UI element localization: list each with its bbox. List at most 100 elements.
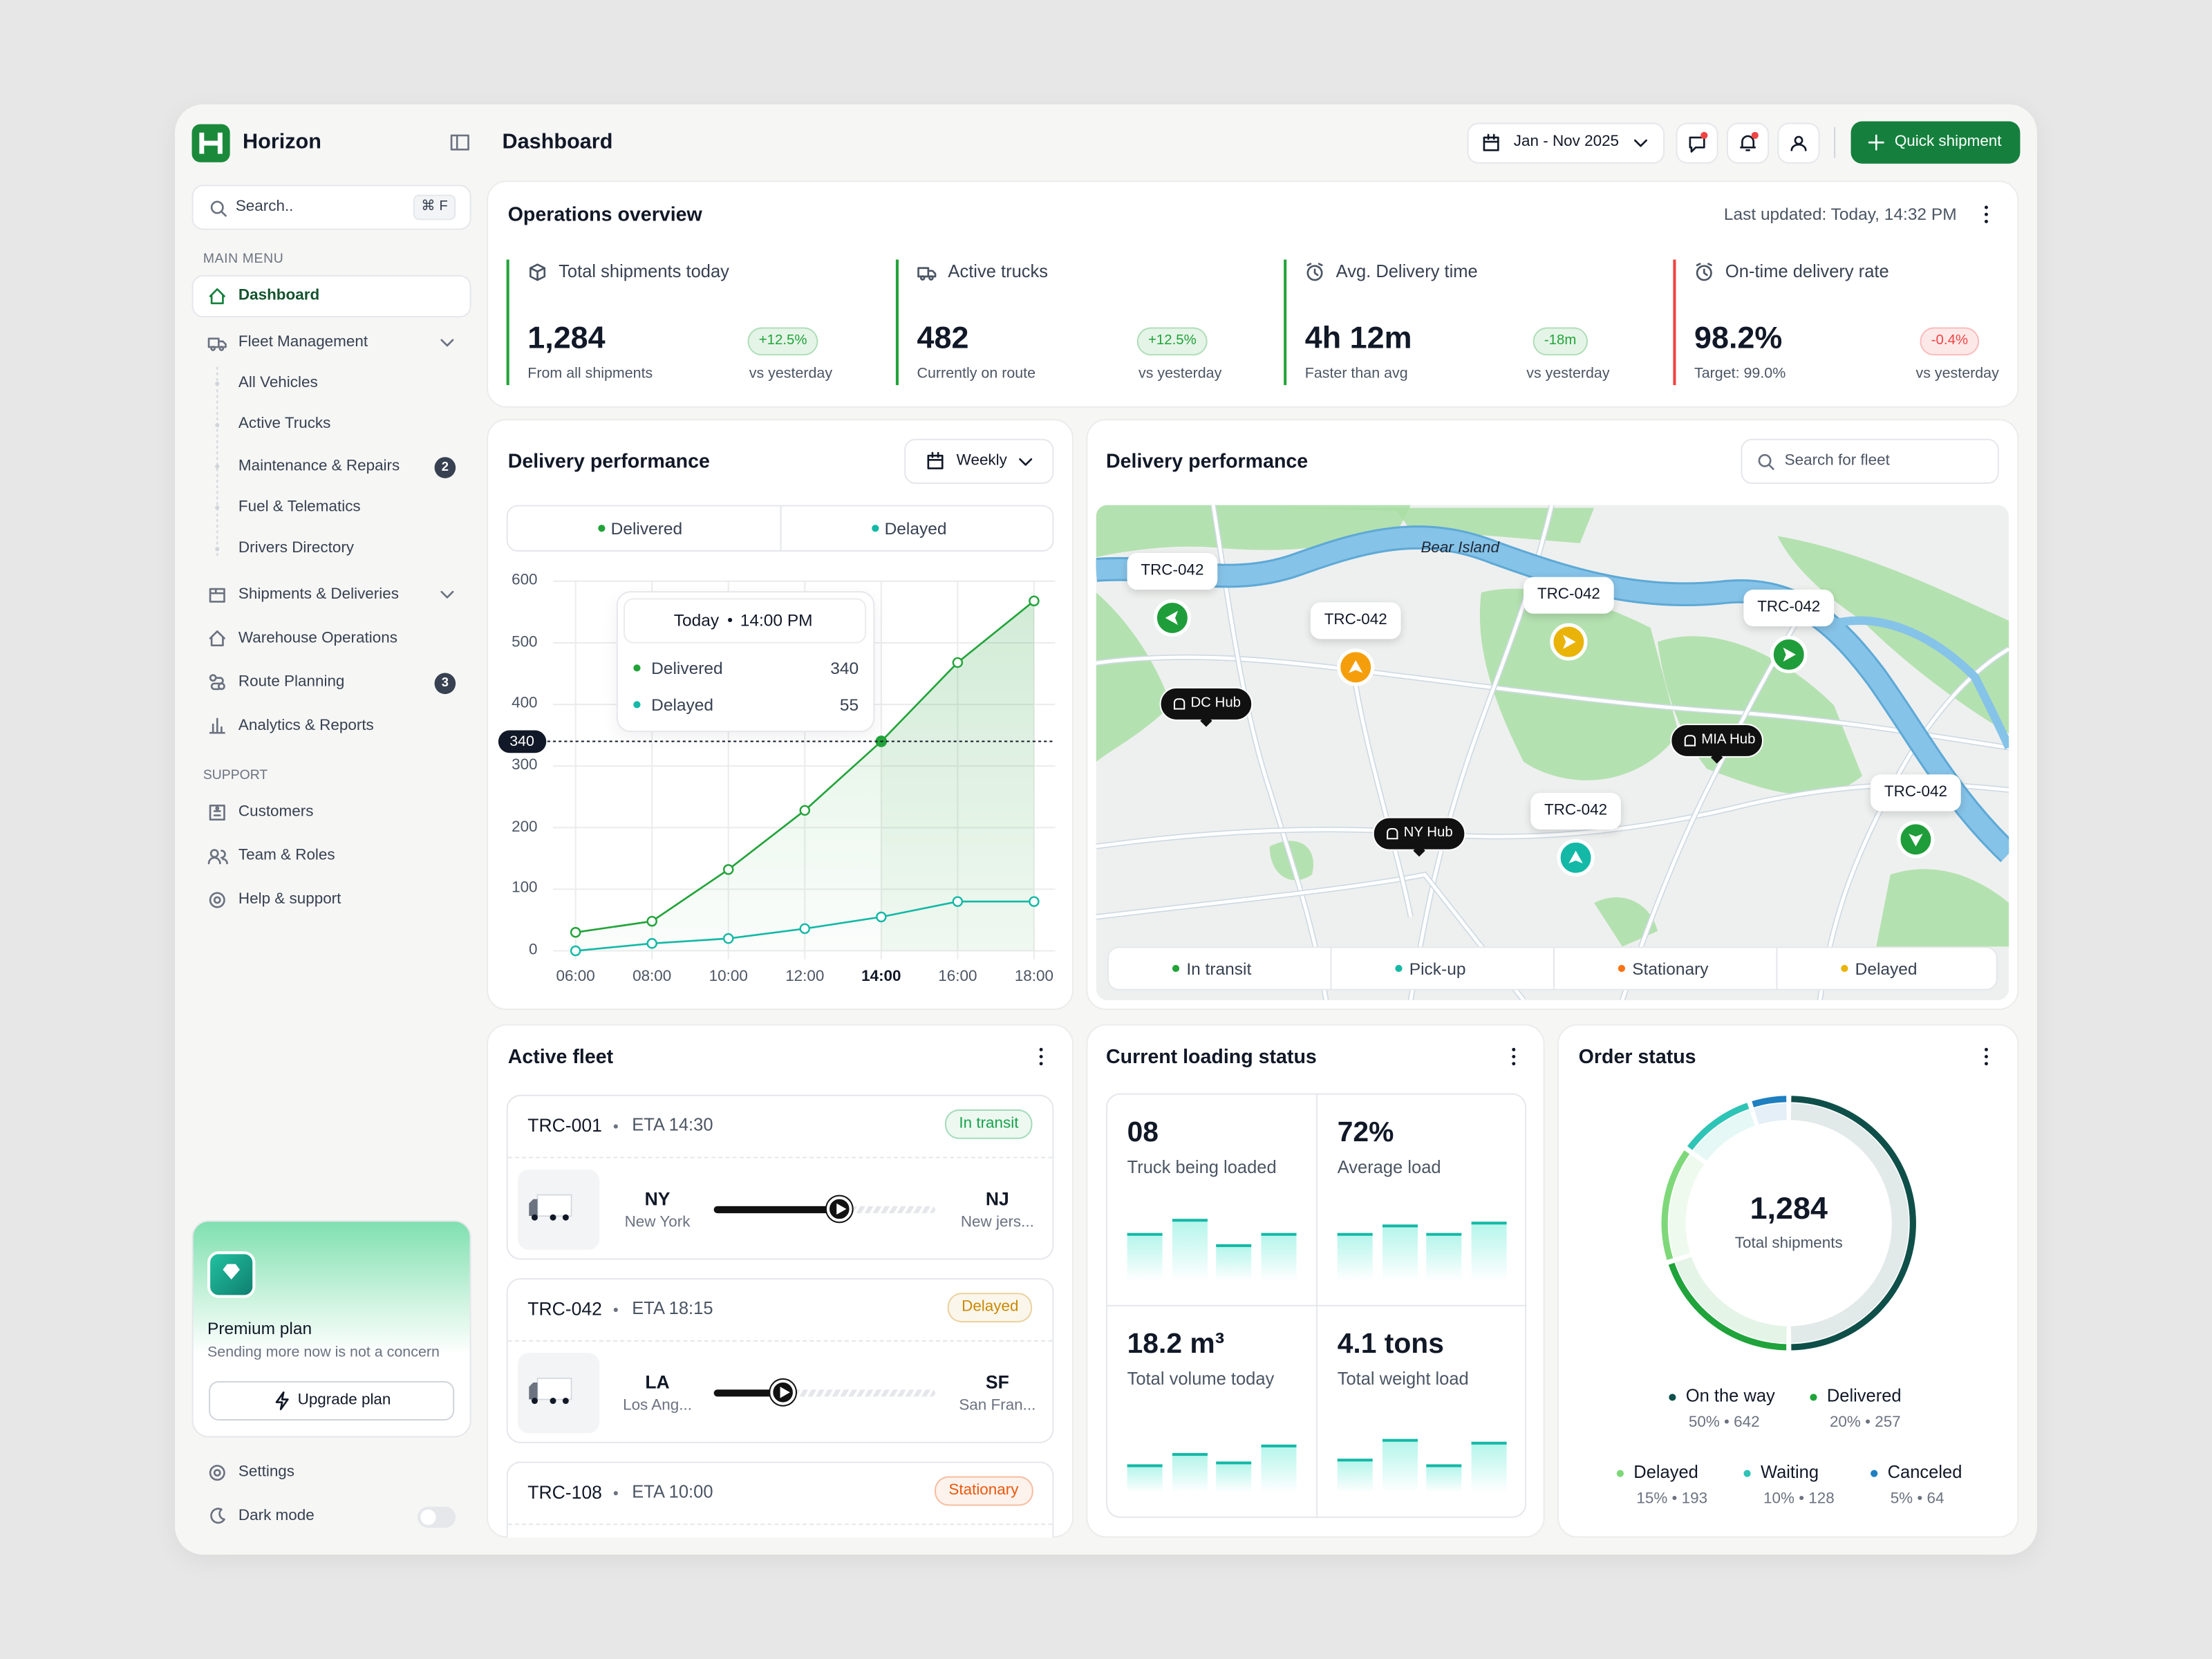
legend-label: Delayed [1633, 1462, 1698, 1482]
icon-button[interactable] [1726, 122, 1770, 164]
mini-bar [1127, 1464, 1163, 1493]
truck-label[interactable]: TRC-042 [1141, 562, 1204, 579]
date-picker[interactable] [1467, 122, 1665, 164]
kpi-label: Avg. Delivery time [1335, 261, 1478, 282]
x-tick-label: 10:00 [709, 968, 748, 986]
destination-code: NJ [985, 1188, 1009, 1210]
metric-value: 08 [1127, 1117, 1159, 1149]
x-tick-label: 16:00 [938, 968, 977, 986]
legend-label[interactable]: Delayed [884, 518, 947, 538]
legend-value: 20% • 257 [1829, 1414, 1901, 1432]
tooltip-time: 14:00 PM [740, 610, 813, 630]
legend-label: Stationary [1632, 958, 1709, 978]
submenu-item[interactable]: Maintenance & Repairs [238, 457, 400, 474]
vehicle-status: Delayed [947, 1293, 1033, 1323]
mini-bar [1426, 1464, 1462, 1493]
icon-button[interactable] [1676, 122, 1718, 164]
menu-item[interactable]: Customers [238, 803, 314, 821]
hub-label[interactable]: NY Hub [1403, 825, 1453, 841]
truck-thumb [517, 1169, 600, 1250]
truck-label[interactable]: TRC-042 [1544, 802, 1608, 819]
upgrade-button[interactable] [209, 1380, 455, 1421]
menu-item-active[interactable] [191, 274, 471, 318]
legend-divider [1553, 946, 1555, 991]
hub-label[interactable]: DC Hub [1190, 695, 1241, 711]
destination-code: SF [985, 1371, 1009, 1393]
fleet-search[interactable] [1741, 438, 1999, 484]
panel [1086, 1024, 1545, 1538]
menu-item[interactable]: Help & support [238, 890, 341, 908]
legend-label[interactable]: Delivered [610, 518, 683, 538]
mini-bar [1171, 1453, 1207, 1493]
settings[interactable]: Settings [238, 1463, 295, 1481]
menu-item[interactable]: Dashboard [238, 287, 320, 304]
tooltip-day: Today [673, 610, 720, 630]
origin-code: LA [645, 1371, 670, 1393]
kpi-accent [1673, 259, 1676, 386]
mini-bar [1216, 1244, 1252, 1282]
origin-code: NY [644, 1188, 671, 1210]
kpi-label: Active trucks [948, 261, 1049, 282]
kpi-delta-note: vs yesterday [749, 364, 833, 382]
panel-title: Delivery performance [507, 449, 710, 472]
legend-dot [872, 525, 879, 532]
brand-name: Horizon [243, 129, 321, 154]
panel [1557, 1024, 2019, 1538]
submenu-item[interactable]: Active Trucks [238, 415, 331, 433]
donut-total: 1,284 [1750, 1190, 1828, 1226]
legend-label: Pick-up [1409, 958, 1466, 978]
kpi-note: Target: 99.0% [1694, 364, 1786, 382]
kpi-value: 482 [917, 319, 969, 355]
x-tick-label: 12:00 [785, 968, 825, 986]
panel [487, 180, 2019, 408]
period[interactable]: Weekly [956, 451, 1007, 469]
truck-label[interactable]: TRC-042 [1324, 611, 1387, 628]
menu-item[interactable]: Analytics & Reports [238, 716, 374, 734]
menu-badge-count: 2 [441, 458, 449, 474]
submenu-item[interactable]: Drivers Directory [238, 539, 355, 557]
kpi-note: Faster than avg [1304, 364, 1408, 382]
tooltip-series: Delayed [651, 694, 714, 715]
legend-value: 50% • 642 [1688, 1414, 1760, 1432]
legend-label: Delayed [1855, 958, 1918, 978]
fleet-card[interactable] [506, 1461, 1054, 1538]
icon-button[interactable] [1777, 122, 1820, 164]
legend-dot [1615, 1469, 1623, 1477]
truck-label[interactable]: TRC-042 [1884, 783, 1947, 800]
menu-item[interactable]: Fleet Management [238, 333, 368, 350]
panel-title: Current loading status [1106, 1044, 1317, 1068]
quick-label[interactable]: Quick shipment [1894, 133, 2002, 151]
track-remaining [713, 1389, 936, 1396]
kpi-accent [1284, 259, 1287, 386]
menu-badge-count: 3 [441, 674, 449, 689]
menu-badge [434, 672, 456, 694]
truck-label[interactable]: TRC-042 [1757, 599, 1821, 616]
submenu-item[interactable]: Fuel & Telematics [238, 498, 361, 516]
panel-title: Operations overview [507, 203, 702, 225]
legend-divider [1330, 946, 1332, 991]
mini-bar [1171, 1219, 1207, 1282]
crosshair-label: 340 [498, 729, 546, 753]
panel-title: Order status [1578, 1044, 1696, 1068]
menu-item[interactable]: Shipments & Deliveries [238, 585, 399, 603]
menu-item[interactable]: Route Planning [238, 673, 345, 690]
vehicle-id: TRC-001 [527, 1114, 602, 1136]
submenu-item[interactable]: All Vehicles [238, 374, 318, 392]
mini-bar [1260, 1444, 1296, 1493]
menu-item[interactable]: Team & Roles [238, 847, 335, 864]
upgrade-label[interactable]: Upgrade plan [297, 1391, 391, 1409]
legend-value: 15% • 193 [1636, 1490, 1708, 1508]
y-tick-label: 100 [512, 879, 538, 897]
hub-icon [1173, 698, 1185, 710]
date-range[interactable]: Jan - Nov 2025 [1513, 133, 1620, 151]
menu-item[interactable]: Warehouse Operations [238, 629, 397, 646]
page-title: Dashboard [502, 129, 613, 154]
mini-bar [1381, 1224, 1417, 1282]
mini-bar [1337, 1232, 1373, 1282]
menu-badge [434, 456, 456, 478]
panel-title: Delivery performance [1106, 449, 1309, 472]
grid-divider [1106, 1304, 1527, 1306]
truck-label[interactable]: TRC-042 [1537, 585, 1600, 603]
hub-label[interactable]: MIA Hub [1701, 732, 1756, 748]
